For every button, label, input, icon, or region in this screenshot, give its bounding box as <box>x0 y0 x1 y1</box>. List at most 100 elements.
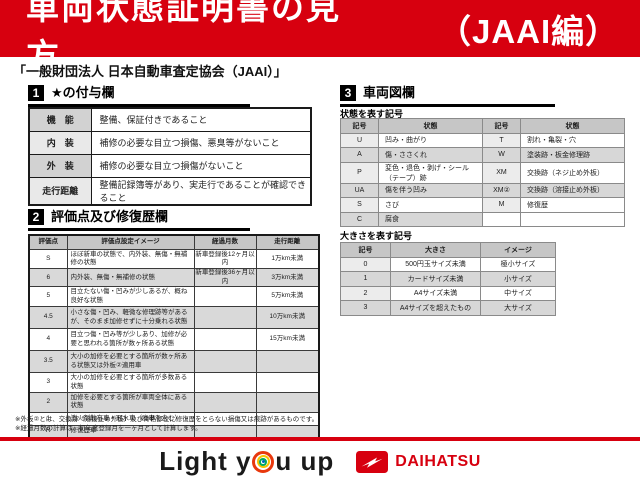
footnote-line: ※外板②とは、交換跡（溶接止め外板）及び骨格部位に修復歴をとらない損傷又は痕跡が… <box>15 416 319 423</box>
eval-desc: 大小の加修を必要とする箇所が数ヶ所ある状態又は外板②適用車 <box>66 350 195 374</box>
size-symbol: 1 <box>340 271 391 287</box>
cond-symbol: XM② <box>482 182 521 198</box>
eval-mileage: 10万km未満 <box>255 306 320 330</box>
size-value: 500円玉サイズ未満 <box>390 256 481 272</box>
table-row: A 傷・ささくれ W 塗装跡・板金修理跡 <box>340 147 625 163</box>
condition-symbols-label: 状態を表す記号 <box>340 109 404 119</box>
cond-state: 凹み・曲がり <box>378 132 483 148</box>
eval-months <box>193 392 257 413</box>
size-image: 中サイズ <box>480 285 556 301</box>
cond-header-symbol: 記号 <box>340 118 379 134</box>
eval-desc: 小さな傷・凹み、軽微な修理跡等があるが、そのまま加修せずに十分乗れる状態 <box>66 306 195 330</box>
cond-symbol: S <box>340 197 379 213</box>
table-row: 3.5 大小の加修を必要とする箇所が数ヶ所ある状態又は外板②適用車 <box>28 350 320 374</box>
eval-header-score: 評価点 <box>28 234 68 250</box>
eval-score: 3 <box>28 372 68 393</box>
cond-state: 交換跡（ネジ止め外板） <box>520 161 625 184</box>
footer: Light y u up DAIHATSU <box>0 443 640 480</box>
eval-mileage: 1万km未満 <box>255 248 320 270</box>
table-row: 外 装 補修の必要な目立つ損傷がないこと <box>28 153 312 178</box>
daihatsu-wordmark: DAIHATSU <box>395 452 481 470</box>
section-2-number-badge: 2 <box>28 209 44 225</box>
cond-state <box>520 211 625 227</box>
size-symbol: 2 <box>340 285 391 301</box>
cond-state: 修復歴 <box>520 197 625 213</box>
cond-symbol: XM <box>482 161 521 184</box>
table-row: 6 内外装、無傷・無補修の状態 新車登録後36ヶ月以内 3万km未満 <box>28 268 320 288</box>
star-criteria-table: 機 能 整備、保証付きであること 内 装 補修の必要な目立つ損傷、悪臭等がないこ… <box>28 107 312 206</box>
size-image: 小サイズ <box>480 271 556 287</box>
cond-state: 傷・ささくれ <box>378 147 483 163</box>
table-row: P 変色・退色・剥げ・シール（テープ）跡 XM 交換跡（ネジ止め外板） <box>340 161 625 184</box>
cond-symbol <box>482 211 521 227</box>
condition-symbols-table: 記号 状態 記号 状態 U 凹み・曲がり T 割れ・亀裂・穴 A 傷・ささくれ … <box>340 118 625 227</box>
size-symbols-table: 記号 大きさ イメージ 0 500円玉サイズ未満 極小サイズ 1 カードサイズ未… <box>340 242 556 316</box>
cond-symbol: UA <box>340 182 379 198</box>
size-value: A4サイズを超えたもの <box>390 300 481 316</box>
cond-symbol: U <box>340 132 379 148</box>
star-row-desc: 補修の必要な目立つ損傷、悪臭等がないこと <box>90 130 312 155</box>
page-title-edition: （JAAI編） <box>438 12 620 50</box>
eval-months <box>193 306 257 330</box>
daihatsu-logo: DAIHATSU <box>356 450 481 473</box>
size-image: 大サイズ <box>480 300 556 316</box>
page-title: 車両状態証明書の見方 <box>26 0 341 74</box>
table-row: 内 装 補修の必要な目立つ損傷、悪臭等がないこと <box>28 130 312 155</box>
table-row: 走行距離 整備記録簿等があり、実走行であることが確認できること <box>28 176 312 205</box>
cond-header-state: 状態 <box>378 118 483 134</box>
section-3-title: 車両図欄 <box>363 85 416 100</box>
table-row: 3 A4サイズを超えたもの 大サイズ <box>340 300 556 316</box>
eval-months <box>193 372 257 393</box>
red-divider <box>0 437 640 441</box>
eval-score: 5 <box>28 286 68 308</box>
table-header-row: 記号 大きさ イメージ <box>340 242 556 258</box>
eval-months: 新車登録後12ヶ月以内 <box>193 248 257 270</box>
eval-score: S <box>28 248 68 270</box>
section-3-number-badge: 3 <box>340 85 356 101</box>
eval-score: 3.5 <box>28 350 68 374</box>
star-row-label: 外 装 <box>28 153 92 178</box>
eval-score: 4.5 <box>28 306 68 330</box>
cond-state: さび <box>378 197 483 213</box>
cond-symbol: W <box>482 147 521 163</box>
cond-symbol: A <box>340 147 379 163</box>
table-row: S ほぼ新車の状態で、内外装、無傷・無補修の状態 新車登録後12ヶ月以内 1万k… <box>28 248 320 270</box>
eval-months <box>193 424 257 439</box>
size-symbols-label: 大きさを表す記号 <box>340 231 413 241</box>
eval-score: 4 <box>28 328 68 352</box>
size-header-symbol: 記号 <box>340 242 391 258</box>
eval-desc: ほぼ新車の状態で、内外装、無傷・無補修の状態 <box>66 248 195 270</box>
table-row: 0 500円玉サイズ未満 極小サイズ <box>340 256 556 272</box>
cond-state: 交換跡（溶接止め外板） <box>520 182 625 198</box>
cond-header-state: 状態 <box>520 118 625 134</box>
star-row-desc: 補修の必要な目立つ損傷がないこと <box>90 153 312 178</box>
eval-header-months: 経過月数 <box>193 234 257 250</box>
table-row: 2 A4サイズ未満 中サイズ <box>340 285 556 301</box>
cond-symbol: M <box>482 197 521 213</box>
organization-subtitle: 「一般財団法人 日本自動車査定協会（JAAI）」 <box>13 64 287 79</box>
size-value: カードサイズ未満 <box>390 271 481 287</box>
star-row-desc: 整備、保証付きであること <box>90 107 312 132</box>
table-row: S さび M 修復歴 <box>340 197 625 213</box>
cond-symbol: P <box>340 161 379 184</box>
eval-mileage <box>255 392 320 413</box>
size-symbol: 0 <box>340 256 391 272</box>
table-row: C 腐食 <box>340 211 625 227</box>
eval-months: 新車登録後36ヶ月以内 <box>193 268 257 288</box>
table-row: 4.5 小さな傷・凹み、軽微な修理跡等があるが、そのまま加修せずに十分乗れる状態… <box>28 306 320 330</box>
eval-desc: 加修を必要とする箇所が車両全体にある状態 <box>66 392 195 413</box>
eval-mileage: 3万km未満 <box>255 268 320 288</box>
table-row: 5 目立たない傷・凹みが少しあるが、概ね良好な状態 5万km未満 <box>28 286 320 308</box>
cond-state: 腐食 <box>378 211 483 227</box>
section-1-title: ★の付与欄 <box>51 85 115 100</box>
table-header-row: 記号 状態 記号 状態 <box>340 118 625 134</box>
section-1-number-badge: 1 <box>28 85 44 101</box>
cond-symbol: C <box>340 211 379 227</box>
eval-score: 2 <box>28 392 68 413</box>
table-row: 1 カードサイズ未満 小サイズ <box>340 271 556 287</box>
cond-state: 割れ・亀裂・穴 <box>520 132 625 148</box>
table-row: UA 傷を伴う凹み XM② 交換跡（溶接止め外板） <box>340 182 625 198</box>
eval-mileage <box>255 424 320 439</box>
eval-desc: 大小の加修を必要とする箇所が多数ある状態 <box>66 372 195 393</box>
